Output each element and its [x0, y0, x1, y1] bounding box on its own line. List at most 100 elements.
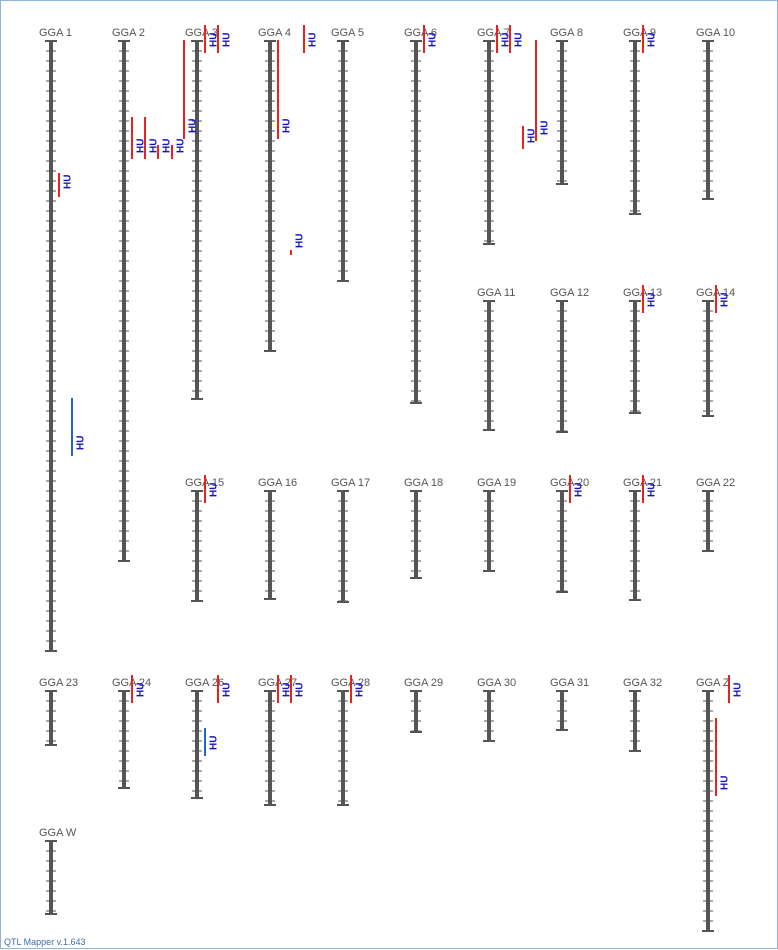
qtl-trait-label: HU: [719, 776, 730, 790]
chromosome-bar: [706, 301, 710, 416]
chromosome-gga-31: GGA 31: [550, 677, 589, 731]
chromosome-bar: [633, 301, 637, 413]
qtl-trait-label: HU: [354, 683, 365, 697]
qtl-trait-label: HU: [539, 121, 550, 135]
chromosome-bar: [268, 691, 272, 805]
chromosome-label: GGA 22: [696, 477, 735, 489]
chromosome-gga-9: GGA 9HU: [623, 25, 657, 215]
chromosome-gga-5: GGA 5: [331, 27, 364, 282]
chromosome-label: GGA 8: [550, 27, 583, 39]
chromosome-label: GGA W: [39, 827, 77, 839]
chromosome-bar: [706, 41, 710, 199]
chromosome-gga-4: GGA 4 HU HU HU: [258, 25, 318, 352]
chromosome-label: GGA 26: [185, 677, 224, 689]
qtl-trait-label: HU: [646, 293, 657, 307]
qtl-trait-label: HU: [208, 736, 219, 750]
qtl-trait-label: HU: [294, 683, 305, 697]
chromosome-gga-16: GGA 16: [258, 477, 297, 600]
chromosome-bar: [122, 691, 126, 788]
qtl-trait-label: HU: [135, 139, 146, 153]
chromosome-bar: [49, 841, 53, 914]
chromosome-bar: [341, 491, 345, 602]
chromosome-bar: [487, 691, 491, 741]
qtl-trait-label: HU: [187, 119, 198, 133]
chromosome-label: GGA 6: [404, 27, 437, 39]
chromosome-bar: [195, 41, 199, 399]
chromosome-label: GGA 18: [404, 477, 443, 489]
chromosome-label: GGA 16: [258, 477, 297, 489]
chromosome-label: GGA 31: [550, 677, 589, 689]
chromosome-bar: [414, 491, 418, 578]
chromosome-gga-23: GGA 23: [39, 677, 78, 746]
chromosome-gga-1: GGA 1 HU HU: [39, 27, 86, 652]
chromosome-label: GGA 9: [623, 27, 656, 39]
qtl-trait-label: HU: [646, 33, 657, 47]
chromosome-gga-10: GGA 10: [696, 27, 735, 200]
chromosome-bar: [633, 491, 637, 600]
chromosome-bar: [633, 41, 637, 214]
chromosome-gga-32: GGA 32: [623, 677, 662, 752]
chromosome-label: GGA 3: [185, 27, 218, 39]
qtl-trait-label: HU: [175, 139, 186, 153]
chromosome-gga-12: GGA 12: [550, 287, 589, 433]
chromosome-bar: [560, 41, 564, 184]
chromosome-label: GGA 32: [623, 677, 662, 689]
chromosome-bar: [49, 41, 53, 651]
chromosome-label: GGA 5: [331, 27, 364, 39]
qtl-trait-label: HU: [513, 33, 524, 47]
qtl-trait-label: HU: [500, 33, 511, 47]
chromosome-label: GGA 2: [112, 27, 145, 39]
chromosome-label: GGA 12: [550, 287, 589, 299]
chromosome-label: GGA 29: [404, 677, 443, 689]
version-footer: QTL Mapper v.1.643: [4, 937, 86, 947]
chromosome-gga-w: GGA W: [39, 827, 77, 915]
qtl-trait-label: HU: [62, 175, 73, 189]
qtl-trait-label: HU: [208, 33, 219, 47]
chromosome-label: GGA 30: [477, 677, 516, 689]
chromosome-gga-19: GGA 19: [477, 477, 516, 572]
chromosome-bar: [560, 301, 564, 432]
qtl-trait-label: HU: [148, 139, 159, 153]
qtl-trait-label: HU: [281, 119, 292, 133]
qtl-trait-label: HU: [719, 293, 730, 307]
chromosome-gga-6: GGA 6HU: [404, 25, 438, 404]
qtl-trait-label: HU: [732, 683, 743, 697]
chromosome-bar: [195, 691, 199, 798]
chromosome-bar: [414, 41, 418, 403]
chromosome-bar: [487, 41, 491, 244]
chromosome-gga-18: GGA 18: [404, 477, 443, 579]
chromosome-gga-2: GGA 2HU HU HU HU: [112, 27, 186, 562]
chromosome-label: GGA 10: [696, 27, 735, 39]
chromosome-bar: [195, 491, 199, 601]
chromosome-label: GGA 4: [258, 27, 291, 39]
chromosome-label: GGA 17: [331, 477, 370, 489]
chromosome-gga-11: GGA 11: [477, 287, 515, 431]
chromosome-bar: [341, 691, 345, 805]
chromosome-bar: [268, 41, 272, 351]
qtl-trait-label: HU: [208, 483, 219, 497]
chromosome-gga-27: GGA 27HUHU: [258, 675, 305, 806]
chromosome-gga-30: GGA 30: [477, 677, 516, 742]
qtl-trait-label: HU: [646, 483, 657, 497]
qtl-trait-label: HU: [526, 129, 537, 143]
chromosome-label: GGA 23: [39, 677, 78, 689]
chromosome-bar: [49, 691, 53, 745]
qtl-trait-label: HU: [294, 234, 305, 248]
qtl-trait-label: HU: [221, 683, 232, 697]
qtl-trait-label: HU: [161, 139, 172, 153]
chromosome-gga-8: GGA 8: [550, 27, 583, 185]
qtl-trait-label: HU: [307, 33, 318, 47]
qtl-trait-label: HU: [75, 436, 86, 450]
chromosome-label: GGA 7: [477, 27, 510, 39]
